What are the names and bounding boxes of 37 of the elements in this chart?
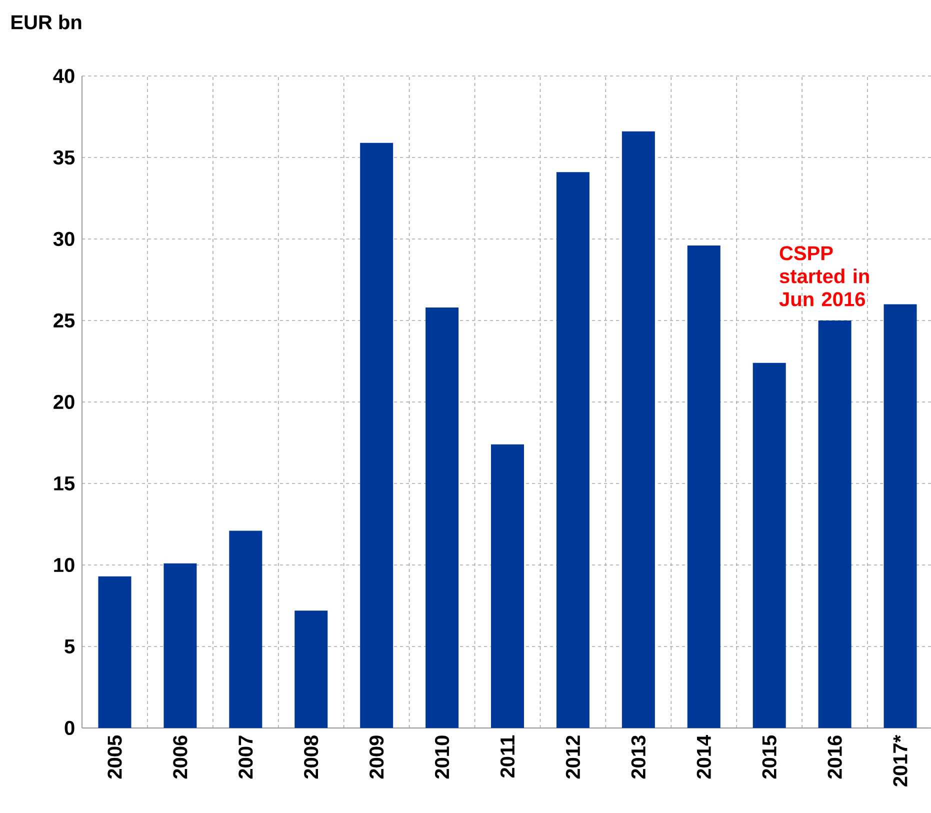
- y-tick-label: 30: [53, 232, 74, 246]
- bar: [884, 304, 917, 728]
- y-tick-label: 25: [54, 313, 75, 328]
- x-tick-label: 2007: [238, 736, 253, 779]
- y-tick-label: 5: [64, 640, 75, 654]
- x-tick-label: 2014: [696, 734, 711, 779]
- x-tick-label: 2015: [762, 735, 776, 779]
- x-tick-label: 2012: [566, 736, 580, 779]
- bar: [491, 444, 524, 728]
- x-tick-label: 2017*: [893, 734, 908, 786]
- bar: [818, 320, 852, 728]
- bar: [294, 610, 328, 728]
- y-tick-label: 15: [54, 476, 75, 490]
- bar: [622, 131, 655, 728]
- bar: [98, 576, 132, 728]
- y-tick-label: 10: [54, 558, 74, 572]
- x-tick-label: 2016: [828, 736, 842, 779]
- x-tick-label: 2011: [500, 735, 515, 778]
- bar: [752, 362, 786, 728]
- bar: [426, 307, 459, 728]
- y-axis-title: EUR bn: [12, 14, 82, 30]
- x-tick-label: 2006: [173, 736, 188, 779]
- y-tick-label: 0: [64, 720, 74, 736]
- x-tick-label: 2009: [370, 736, 384, 779]
- annotation: CSPP started in Jun 2016: [779, 246, 869, 306]
- x-tick-label: 2008: [304, 735, 318, 779]
- x-tick-label: 2010: [434, 736, 450, 779]
- bar: [164, 563, 197, 728]
- x-tick-label: 2005: [108, 735, 122, 779]
- y-tick-label: 40: [53, 68, 74, 84]
- bar: [360, 142, 394, 728]
- y-tick-label: 20: [54, 394, 74, 410]
- bar: [687, 246, 720, 728]
- bar: [229, 530, 262, 728]
- bar: [556, 172, 590, 728]
- y-tick-label: 35: [53, 150, 75, 165]
- x-tick-label: 2013: [631, 736, 646, 779]
